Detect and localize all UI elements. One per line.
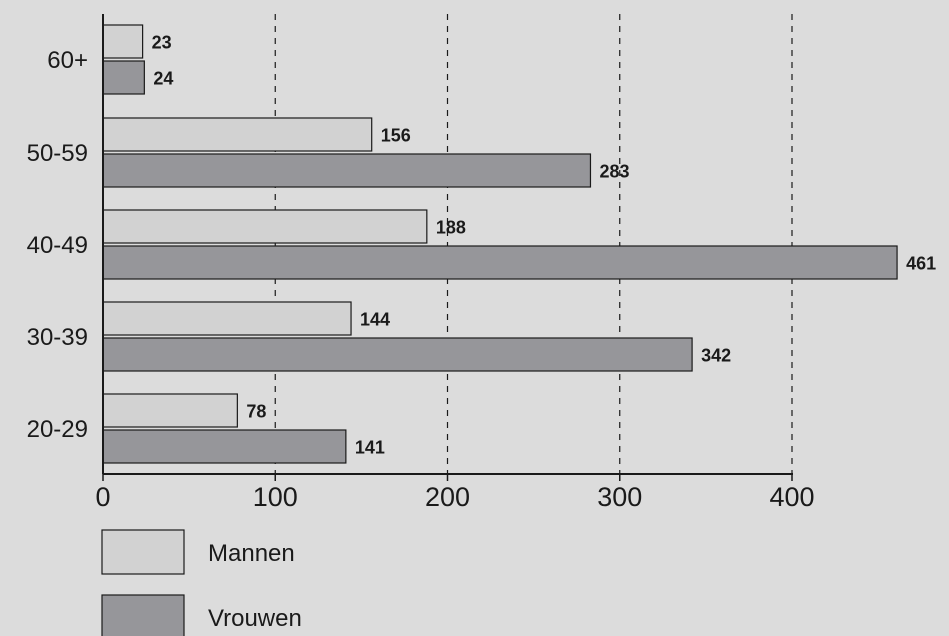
legend-swatch-mannen bbox=[101, 529, 185, 575]
bar-mannen-20-29 bbox=[102, 393, 238, 428]
bar-vrouwen-40-49 bbox=[102, 245, 898, 280]
grid-lines bbox=[102, 14, 793, 481]
category-labels: 60+ 50-59 40-49 30-39 20-29 bbox=[27, 47, 88, 443]
category-label: 40-49 bbox=[27, 232, 88, 259]
category-label: 30-39 bbox=[27, 324, 88, 351]
x-tick-label: 400 bbox=[769, 482, 814, 512]
bar-vrouwen-60+ bbox=[102, 60, 145, 95]
category-label: 50-59 bbox=[27, 140, 88, 167]
value-label: 141 bbox=[355, 438, 385, 458]
bar-mannen-30-39 bbox=[102, 301, 352, 336]
x-tick-label: 200 bbox=[425, 482, 470, 512]
value-label: 156 bbox=[381, 126, 411, 146]
legend: Mannen Vrouwen bbox=[101, 529, 302, 636]
x-tick-label: 300 bbox=[597, 482, 642, 512]
value-label: 23 bbox=[152, 33, 172, 53]
x-tick-labels: 0 100 200 300 400 bbox=[95, 482, 814, 512]
legend-label-vrouwen: Vrouwen bbox=[208, 605, 302, 632]
bar-mannen-50-59 bbox=[102, 117, 373, 152]
bars bbox=[102, 24, 898, 464]
x-tick-label: 0 bbox=[95, 482, 110, 512]
value-label: 78 bbox=[246, 402, 266, 422]
legend-label-mannen: Mannen bbox=[208, 540, 295, 567]
value-label: 144 bbox=[360, 310, 390, 330]
value-label: 461 bbox=[906, 254, 936, 274]
bar-mannen-60+ bbox=[102, 24, 144, 59]
value-labels: 23 24 156 283 188 461 144 342 78 141 bbox=[152, 33, 937, 458]
legend-swatch-vrouwen bbox=[101, 594, 185, 636]
x-tick-label: 100 bbox=[253, 482, 298, 512]
value-label: 283 bbox=[599, 162, 629, 182]
bar-vrouwen-50-59 bbox=[102, 153, 592, 188]
value-label: 188 bbox=[436, 218, 466, 238]
bar-vrouwen-30-39 bbox=[102, 337, 693, 372]
category-label: 60+ bbox=[47, 47, 88, 74]
category-label: 20-29 bbox=[27, 416, 88, 443]
bar-vrouwen-20-29 bbox=[102, 429, 347, 464]
value-label: 342 bbox=[701, 346, 731, 366]
bar-mannen-40-49 bbox=[102, 209, 428, 244]
value-label: 24 bbox=[153, 69, 173, 89]
axes bbox=[102, 14, 793, 475]
